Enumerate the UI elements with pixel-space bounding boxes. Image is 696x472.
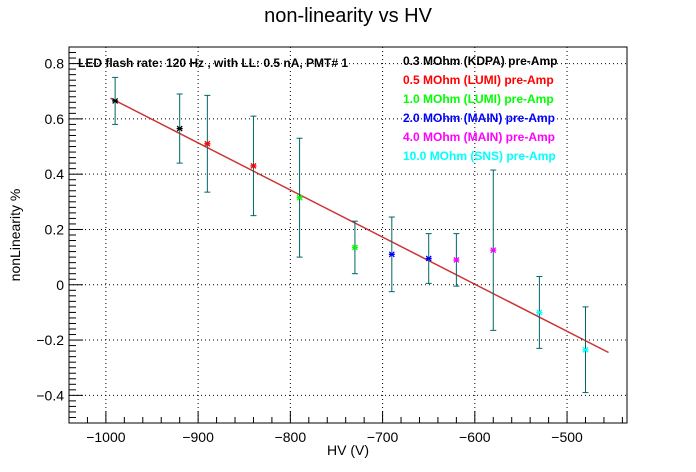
data-point	[425, 255, 432, 262]
data-point	[490, 247, 497, 254]
data-point	[453, 256, 460, 263]
data-points	[112, 97, 589, 353]
fit-line	[110, 97, 609, 354]
x-tick-label: −900	[182, 429, 214, 445]
legend: 0.3 MOhm (KDPA) pre-Amp 0.5 MOhm (LUMI) p…	[403, 54, 557, 163]
data-point	[388, 251, 395, 258]
legend-entry: 1.0 MOhm (LUMI) pre-Amp	[403, 92, 554, 106]
y-tick-label: 0.8	[45, 56, 65, 72]
data-point	[582, 346, 589, 353]
y-tick-label: 0.4	[45, 166, 65, 182]
axes: −1000 −900 −800 −700 −600 −500 −0.4 −0.2 0 0.2 0.4…	[36, 46, 623, 445]
x-tick-label: −500	[551, 429, 583, 445]
fit-line-layer	[110, 97, 609, 354]
y-tick-label: 0.2	[45, 221, 65, 237]
x-tick-label: −600	[459, 429, 491, 445]
data-point	[176, 125, 183, 132]
data-point	[351, 244, 358, 251]
y-tick-label: −0.4	[36, 387, 64, 403]
data-point	[536, 309, 543, 316]
legend-entry: 0.3 MOhm (KDPA) pre-Amp	[403, 54, 557, 68]
x-tick-label: −700	[367, 429, 399, 445]
grid	[69, 47, 627, 423]
y-tick-label: −0.2	[36, 332, 64, 348]
chart-title: non-linearity vs HV	[264, 5, 433, 27]
x-tick-label: −1000	[86, 429, 126, 445]
x-axis-title: HV (V)	[327, 442, 369, 458]
legend-entry: 4.0 MOhm (MAIN) pre-Amp	[403, 130, 555, 144]
legend-entry: 2.0 MOhm (MAIN) pre-Amp	[403, 111, 555, 125]
data-point	[204, 140, 211, 147]
y-tick-label: 0	[56, 277, 64, 293]
legend-entry: 10.0 MOhm (SNS) pre-Amp	[403, 149, 556, 163]
data-point	[112, 97, 119, 104]
legend-entry: 0.5 MOhm (LUMI) pre-Amp	[403, 73, 554, 87]
y-tick-label: 0.6	[45, 111, 65, 127]
chart-annotation: LED flash rate: 120 Hz , with LL: 0.5 nA…	[78, 56, 348, 70]
data-point	[250, 162, 257, 169]
y-axis-title: nonLinearity %	[7, 189, 23, 282]
data-point	[296, 194, 303, 201]
x-tick-label: −800	[275, 429, 307, 445]
